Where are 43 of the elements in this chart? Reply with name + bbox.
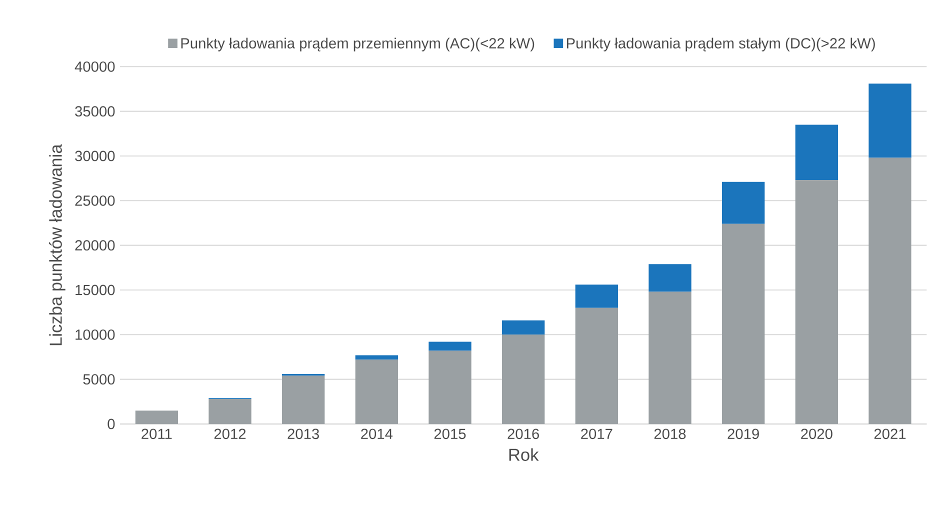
bar — [502, 320, 545, 335]
bar — [355, 360, 398, 424]
x-tick-label: 2017 — [581, 428, 612, 440]
x-tick-label: 2021 — [874, 428, 906, 440]
bar — [722, 224, 765, 424]
bar — [428, 342, 472, 351]
x-axis-title: Rok — [509, 448, 539, 461]
y-tick-label: 20000 — [75, 240, 115, 251]
bar — [282, 376, 325, 424]
bar — [722, 182, 765, 224]
bar — [208, 398, 252, 424]
legend-label: Punkty ładowania prądem przemiennym (AC)(<22 kW) — [181, 38, 534, 52]
bar — [502, 334, 545, 424]
bar — [648, 264, 692, 292]
bar — [868, 158, 912, 424]
x-tick-label: 2011 — [142, 428, 172, 440]
bar — [575, 308, 618, 424]
y-tick-label: 40000 — [74, 61, 115, 72]
x-tick-label: 2016 — [508, 428, 539, 440]
legend-label: Punkty ładowania prądem stałym (DC)(>22 kW) — [566, 38, 875, 52]
x-tick-label: 2013 — [288, 428, 319, 440]
x-tick-label: 2012 — [214, 428, 246, 440]
y-tick-label: 25000 — [75, 195, 115, 206]
y-tick-label: 0 — [108, 418, 115, 430]
y-tick-label: 5000 — [83, 374, 115, 385]
bar — [795, 180, 838, 424]
y-tick-label: 30000 — [75, 150, 115, 162]
x-tick-label: 2018 — [654, 428, 686, 440]
bar — [575, 284, 618, 308]
x-tick-label: 2019 — [728, 428, 759, 440]
bar — [135, 410, 178, 424]
bar — [428, 350, 472, 424]
y-tick-label: 10000 — [76, 329, 115, 340]
x-tick-label: 2015 — [434, 428, 466, 440]
y-tick-label: 15000 — [76, 284, 115, 296]
y-axis-title: Liczba punktów ładowania — [49, 144, 66, 346]
bar — [795, 124, 838, 180]
bar — [648, 292, 692, 424]
bar — [868, 84, 912, 158]
bar — [355, 355, 398, 360]
x-tick-label: 2014 — [361, 428, 393, 440]
y-tick-label: 35000 — [75, 106, 115, 117]
x-tick-label: 2020 — [801, 428, 832, 440]
